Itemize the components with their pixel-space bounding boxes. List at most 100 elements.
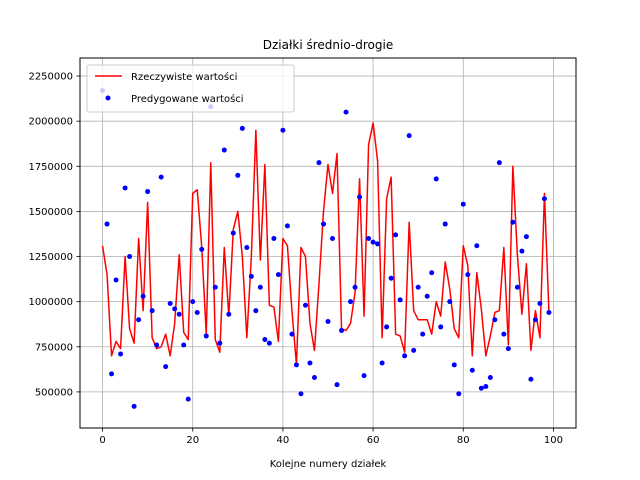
y-tick-label: 750000 — [35, 342, 73, 353]
predicted-value-point — [420, 331, 426, 337]
x-tick-label: 60 — [367, 435, 380, 446]
y-tick-label: 1000000 — [28, 297, 73, 308]
predicted-value-point — [118, 351, 124, 357]
predicted-value-point — [330, 235, 336, 241]
predicted-value-point — [199, 246, 205, 252]
predicted-value-point — [523, 234, 529, 240]
predicted-value-point — [262, 337, 268, 343]
predicted-value-point — [113, 277, 119, 283]
predicted-value-point — [253, 308, 259, 314]
legend-label-predicted: Predygowane wartości — [131, 93, 244, 105]
predicted-value-point — [302, 302, 308, 308]
predicted-value-point — [510, 219, 516, 225]
predicted-value-point — [451, 362, 457, 368]
actual-values-line — [101, 122, 550, 366]
predicted-value-point — [469, 367, 475, 373]
predicted-value-point — [293, 362, 299, 368]
predicted-value-point — [284, 223, 290, 229]
predicted-value-point — [397, 297, 403, 303]
predicted-value-point — [348, 299, 354, 305]
predicted-value-point — [257, 284, 263, 290]
predicted-value-point — [185, 396, 191, 402]
predicted-value-point — [221, 147, 227, 153]
predicted-value-point — [433, 176, 439, 182]
x-tick-label: 80 — [457, 435, 470, 446]
legend-dot-swatch — [105, 95, 111, 101]
predicted-value-point — [181, 342, 187, 348]
predicted-value-point — [104, 221, 110, 227]
y-tick-label: 1500000 — [28, 207, 73, 218]
x-tick-label: 0 — [99, 435, 105, 446]
predicted-value-point — [334, 382, 340, 388]
predicted-value-point — [311, 374, 317, 380]
predicted-value-point — [474, 243, 480, 249]
predicted-value-point — [275, 272, 281, 278]
y-axis-ticks: 500000 750000 1000000 1250000 1500000 1750000… — [28, 72, 80, 398]
predicted-value-point — [429, 270, 435, 276]
x-tick-label: 40 — [277, 435, 290, 446]
predicted-value-point — [194, 309, 200, 315]
predicted-value-point — [411, 347, 417, 353]
predicted-value-point — [230, 230, 236, 236]
predicted-value-point — [379, 360, 385, 366]
predicted-value-point — [343, 109, 349, 115]
y-tick-label: 2000000 — [28, 117, 73, 128]
predicted-value-point — [325, 319, 331, 325]
predicted-values-scatter-series — [100, 87, 552, 409]
predicted-value-point — [172, 306, 178, 312]
predicted-value-point — [460, 201, 466, 207]
predicted-value-point — [239, 125, 245, 131]
predicted-value-point — [289, 331, 295, 337]
y-tick-label: 2250000 — [28, 72, 73, 83]
predicted-value-point — [528, 376, 534, 382]
predicted-value-point — [514, 284, 520, 290]
predicted-value-point — [465, 272, 471, 278]
predicted-value-point — [375, 241, 381, 247]
predicted-value-point — [316, 160, 322, 166]
predicted-value-point — [483, 383, 489, 389]
legend-label-actual: Rzeczywiste wartości — [131, 71, 237, 83]
predicted-value-point — [109, 371, 115, 377]
predicted-value-point — [280, 127, 286, 133]
predicted-value-point — [203, 333, 209, 339]
predicted-value-point — [415, 284, 421, 290]
predicted-value-point — [406, 133, 412, 139]
legend: Rzeczywiste wartości Predygowane wartośc… — [86, 64, 295, 113]
predicted-value-point — [176, 311, 182, 317]
x-axis-title: Kolejne numery działek — [270, 459, 387, 470]
predicted-value-point — [424, 293, 430, 299]
predicted-value-point — [541, 196, 547, 202]
x-tick-label: 100 — [544, 435, 563, 446]
predicted-value-point — [384, 324, 390, 330]
predicted-value-point — [442, 221, 448, 227]
predicted-value-point — [339, 328, 345, 334]
predicted-value-point — [537, 300, 543, 306]
predicted-value-point — [235, 172, 241, 178]
predicted-value-point — [357, 194, 363, 200]
predicted-value-point — [478, 385, 484, 391]
x-tick-label: 20 — [186, 435, 199, 446]
predicted-value-point — [131, 403, 137, 409]
y-tick-label: 1250000 — [28, 252, 73, 263]
predicted-value-point — [370, 239, 376, 245]
predicted-value-point — [158, 174, 164, 180]
predicted-value-point — [447, 299, 453, 305]
predicted-value-point — [487, 374, 493, 380]
predicted-value-point — [212, 284, 218, 290]
predicted-value-point — [266, 340, 272, 346]
legend-box — [86, 64, 295, 113]
predicted-value-point — [532, 317, 538, 323]
predicted-value-point — [492, 317, 498, 323]
predicted-value-point — [163, 364, 169, 370]
plot-frame — [79, 57, 577, 429]
predicted-value-point — [352, 284, 358, 290]
predicted-value-point — [496, 160, 502, 166]
predicted-value-point — [127, 254, 133, 260]
predicted-value-point — [393, 232, 399, 238]
predicted-value-point — [546, 309, 552, 315]
predicted-value-point — [366, 235, 372, 241]
predicted-value-point — [298, 391, 304, 397]
predicted-value-point — [217, 340, 223, 346]
predicted-value-point — [167, 300, 173, 306]
